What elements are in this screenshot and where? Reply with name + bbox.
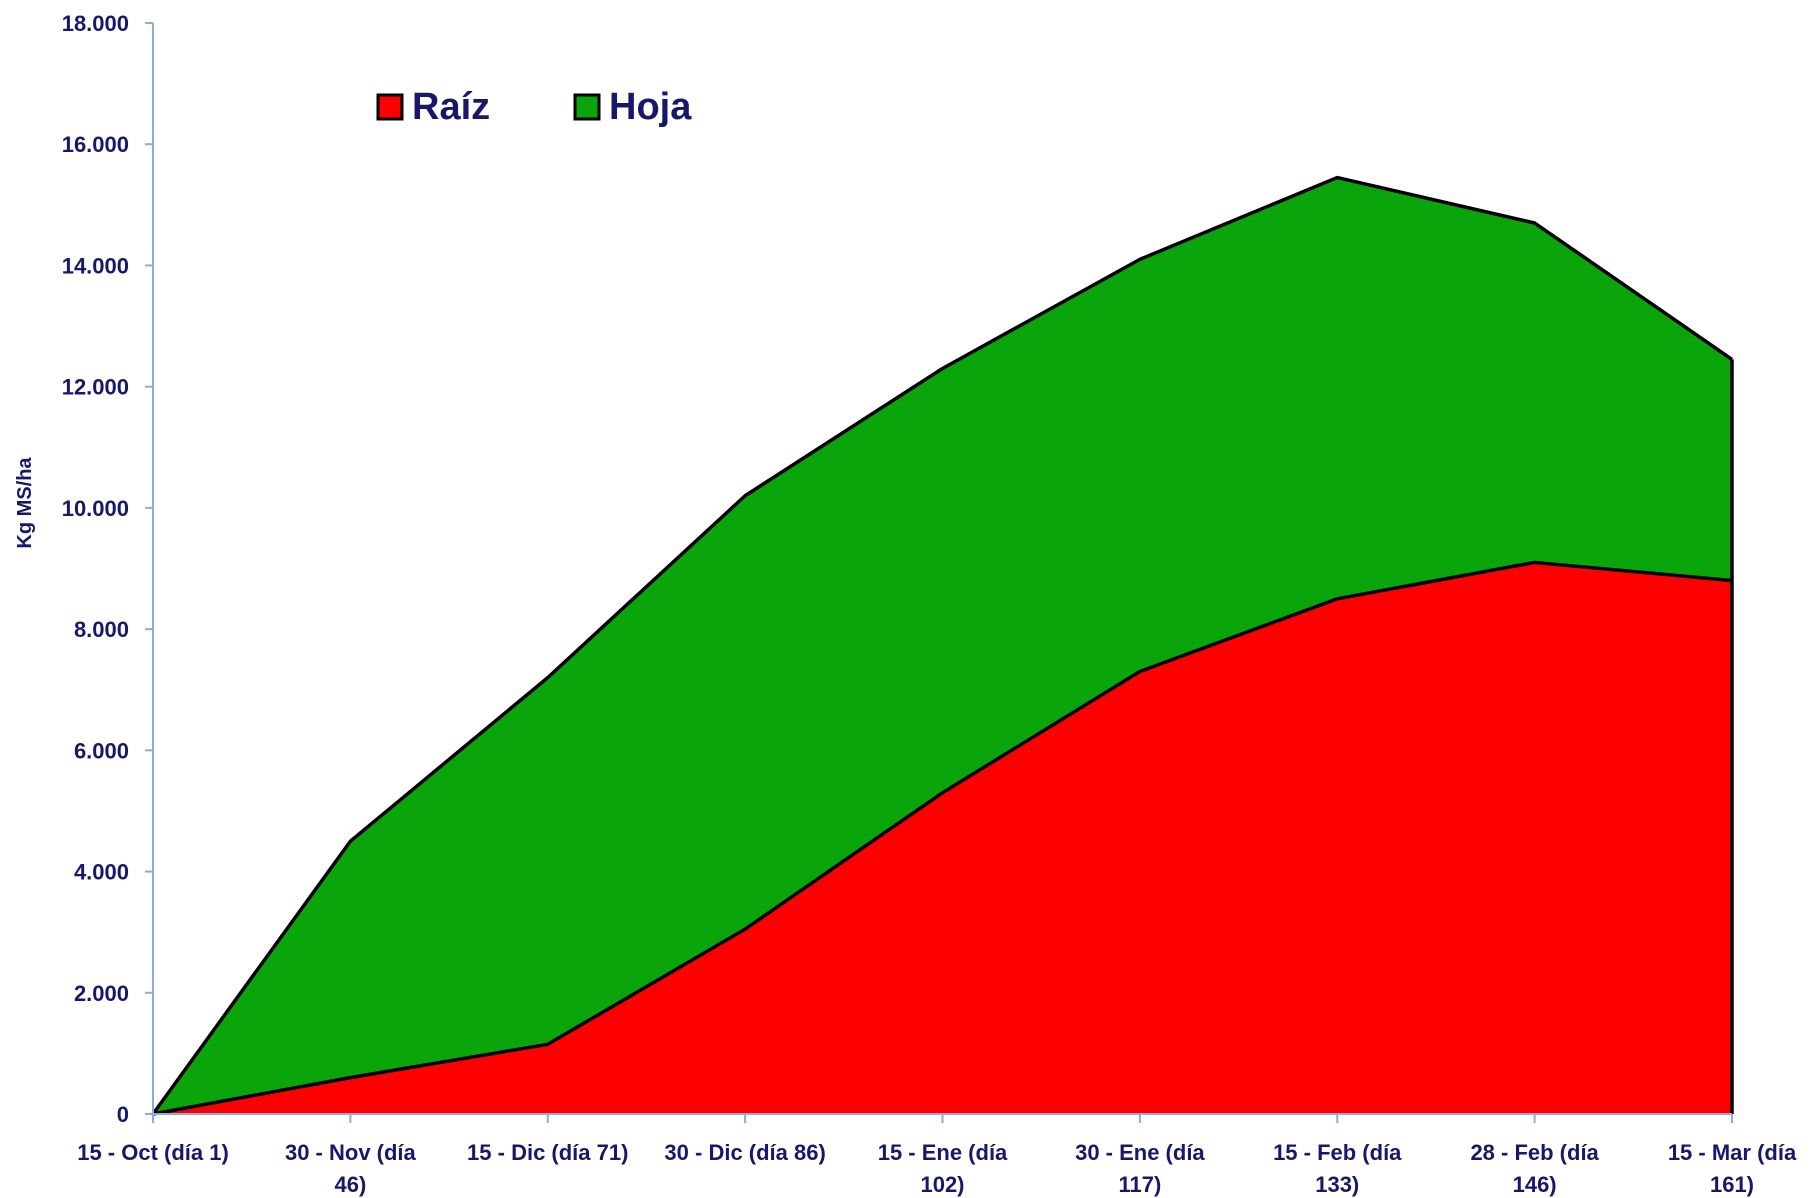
outline-hoja <box>151 175 1733 1116</box>
area-hoja <box>153 177 1732 1114</box>
y-tick-label: 2.000 <box>74 981 129 1006</box>
y-tick-label: 14.000 <box>62 253 129 278</box>
y-tick-label: 8.000 <box>74 617 129 642</box>
x-axis-ticks: 15 - Oct (día 1) 30 - Nov (día 46) 15 - Dic… <box>77 1114 1797 1197</box>
x-tick-label: 30 - Dic (día 86) <box>664 1140 825 1165</box>
legend-swatch-hoja <box>573 93 601 121</box>
x-tick-label: 15 - Dic (día 71) <box>467 1140 628 1165</box>
y-tick-label: 16.000 <box>62 132 129 157</box>
x-tick-label: 15 - Feb (día 133) <box>1273 1140 1402 1197</box>
y-axis-title: Kg MS/ha <box>14 457 36 549</box>
legend-swatch-raiz <box>376 93 404 121</box>
x-tick-label: 30 - Nov (día 46) <box>285 1140 417 1197</box>
area-raiz <box>153 562 1732 1114</box>
x-tick-label: 15 - Ene (día 102) <box>878 1140 1008 1197</box>
y-tick-label: 4.000 <box>74 860 129 885</box>
legend-label-raiz: Raíz <box>412 86 490 128</box>
y-tick-label: 10.000 <box>62 496 129 521</box>
y-tick-label: 6.000 <box>74 738 129 763</box>
x-tick-label: 15 - Oct (día 1) <box>77 1140 229 1165</box>
y-tick-label: 12.000 <box>62 375 129 400</box>
x-tick-label: 28 - Feb (día 146) <box>1470 1140 1599 1197</box>
legend-label-hoja: Hoja <box>609 86 692 128</box>
y-tick-label: 0 <box>117 1102 129 1127</box>
outline-raiz <box>152 560 1733 1116</box>
plot-areas <box>153 177 1732 1114</box>
y-axis-ticks: 0 2.000 4.000 6.000 8.000 10.000 12.000 14.000 1… <box>62 11 153 1127</box>
series-outlines <box>151 175 1734 1116</box>
y-tick-label: 18.000 <box>62 11 129 36</box>
x-tick-label: 15 - Mar (día 161) <box>1668 1140 1797 1197</box>
legend: Raíz Hoja <box>376 86 692 128</box>
x-tick-label: 30 - Ene (día 117) <box>1075 1140 1205 1197</box>
